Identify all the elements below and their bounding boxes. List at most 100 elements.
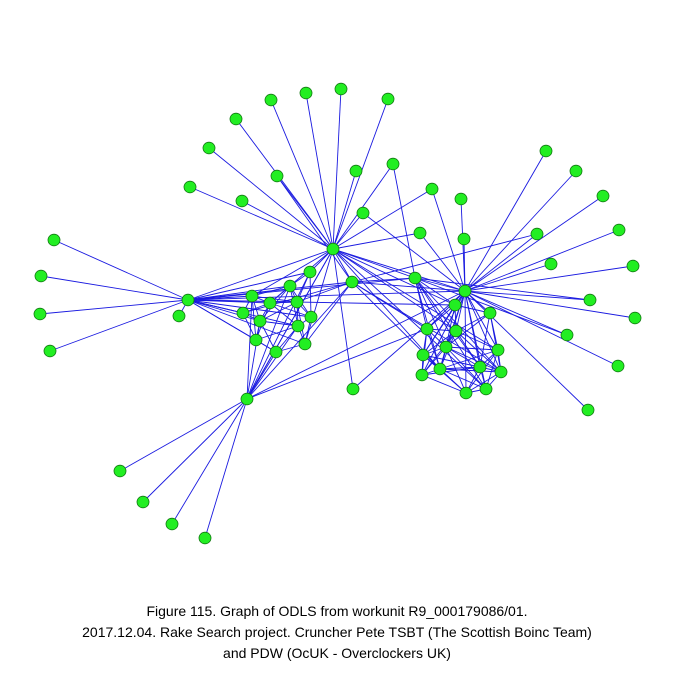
edge bbox=[445, 312, 491, 348]
node bbox=[457, 232, 471, 246]
edge bbox=[204, 398, 248, 539]
node bbox=[416, 348, 430, 362]
edge bbox=[431, 188, 466, 292]
node bbox=[628, 311, 642, 325]
edge bbox=[455, 330, 499, 351]
node bbox=[253, 314, 267, 328]
edge bbox=[276, 175, 334, 250]
node bbox=[449, 324, 463, 338]
node bbox=[349, 164, 363, 178]
edge bbox=[464, 229, 620, 292]
edge bbox=[332, 248, 499, 351]
node bbox=[235, 194, 249, 208]
node bbox=[326, 242, 340, 256]
node bbox=[298, 337, 312, 351]
edge bbox=[445, 346, 481, 368]
node bbox=[183, 180, 197, 194]
edge bbox=[246, 290, 466, 400]
nodes bbox=[33, 82, 642, 545]
edge bbox=[445, 346, 499, 351]
edge bbox=[421, 366, 481, 376]
edge bbox=[187, 271, 311, 301]
edge bbox=[171, 398, 248, 525]
edge bbox=[414, 277, 456, 306]
edge bbox=[332, 248, 487, 390]
edge bbox=[208, 147, 334, 250]
edge bbox=[351, 233, 538, 283]
node bbox=[47, 233, 61, 247]
node bbox=[269, 345, 283, 359]
edge bbox=[426, 290, 466, 330]
node bbox=[458, 284, 472, 298]
edge bbox=[414, 277, 591, 301]
edge bbox=[489, 312, 502, 373]
node bbox=[583, 293, 597, 307]
node bbox=[448, 298, 462, 312]
edge bbox=[187, 285, 291, 301]
edge bbox=[251, 248, 334, 297]
edge bbox=[241, 200, 334, 250]
edge bbox=[464, 290, 502, 373]
edge bbox=[464, 195, 604, 292]
node bbox=[626, 259, 640, 273]
edge bbox=[414, 277, 568, 336]
edge bbox=[246, 281, 353, 400]
node bbox=[581, 403, 595, 417]
node bbox=[264, 93, 278, 107]
node bbox=[245, 289, 259, 303]
node bbox=[113, 464, 127, 478]
edge bbox=[445, 346, 502, 373]
node bbox=[236, 306, 250, 320]
node bbox=[544, 257, 558, 271]
node bbox=[290, 295, 304, 309]
edge bbox=[421, 374, 467, 394]
node bbox=[172, 309, 186, 323]
edge bbox=[187, 299, 261, 322]
node bbox=[439, 340, 453, 354]
edge bbox=[332, 88, 342, 250]
edge bbox=[464, 150, 547, 292]
edge bbox=[187, 299, 306, 345]
node bbox=[263, 296, 277, 310]
edge bbox=[464, 290, 591, 301]
edge bbox=[332, 232, 421, 250]
node bbox=[420, 322, 434, 336]
node bbox=[539, 144, 553, 158]
edge bbox=[421, 330, 457, 376]
node bbox=[491, 343, 505, 357]
edge bbox=[439, 349, 499, 370]
edge bbox=[119, 398, 248, 472]
edge bbox=[246, 295, 253, 400]
node bbox=[560, 328, 574, 342]
node bbox=[299, 86, 313, 100]
node bbox=[270, 169, 284, 183]
node bbox=[33, 307, 47, 321]
edge bbox=[351, 281, 466, 292]
edge bbox=[352, 290, 466, 390]
edge bbox=[464, 290, 568, 336]
edge bbox=[332, 212, 364, 250]
edge bbox=[305, 92, 334, 250]
edge bbox=[414, 277, 466, 292]
edge bbox=[187, 248, 334, 301]
caption-line: and PDW (OcUK - Overclockers UK) bbox=[223, 645, 451, 661]
edge bbox=[270, 99, 334, 250]
edge bbox=[464, 290, 467, 394]
node bbox=[415, 368, 429, 382]
edge bbox=[246, 285, 291, 400]
edge bbox=[332, 248, 354, 390]
node bbox=[425, 182, 439, 196]
node bbox=[229, 112, 243, 126]
node bbox=[479, 382, 493, 396]
edge bbox=[464, 290, 499, 351]
node bbox=[303, 265, 317, 279]
edge bbox=[332, 248, 457, 332]
node bbox=[198, 531, 212, 545]
node bbox=[202, 141, 216, 155]
node bbox=[345, 275, 359, 289]
node bbox=[433, 362, 447, 376]
edge bbox=[187, 299, 257, 341]
node bbox=[381, 92, 395, 106]
node bbox=[240, 392, 254, 406]
